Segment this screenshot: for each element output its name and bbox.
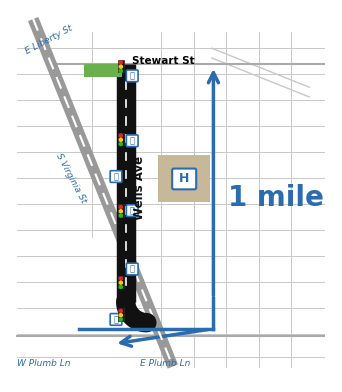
FancyBboxPatch shape [110,171,122,182]
Bar [118,276,124,288]
Bar [118,205,124,217]
Circle shape [119,309,122,312]
Text: Wells Ave: Wells Ave [133,156,146,220]
Text: S Virginia St: S Virginia St [54,152,88,205]
Text: Ⓑ: Ⓑ [130,265,135,274]
Text: Ⓑ: Ⓑ [114,172,118,181]
Text: Ⓑ: Ⓑ [130,206,135,215]
FancyBboxPatch shape [127,205,138,216]
FancyBboxPatch shape [127,263,138,275]
Text: Ⓑ: Ⓑ [114,315,118,324]
Text: E Liberty St: E Liberty St [24,24,74,56]
Circle shape [119,138,122,142]
Circle shape [119,314,122,317]
Circle shape [119,69,122,73]
Bar [118,309,124,321]
Circle shape [119,214,122,217]
Text: 1 mile: 1 mile [228,183,324,212]
FancyBboxPatch shape [127,135,138,147]
Bar [83,64,122,78]
FancyBboxPatch shape [110,314,122,325]
FancyBboxPatch shape [127,70,138,82]
Text: Ⓑ: Ⓑ [130,71,135,80]
Circle shape [119,134,122,137]
Bar [118,60,124,72]
Text: H: H [179,172,189,185]
Circle shape [119,210,122,213]
Text: W Plumb Ln: W Plumb Ln [17,359,70,368]
Text: Ⓑ: Ⓑ [130,136,135,145]
Text: Stewart St: Stewart St [132,56,195,65]
Circle shape [119,65,122,68]
Circle shape [119,277,122,280]
Circle shape [119,142,122,145]
Bar [158,155,210,203]
Circle shape [119,281,122,284]
Circle shape [119,61,122,64]
FancyBboxPatch shape [172,169,196,189]
Circle shape [119,205,122,209]
Text: E Plumb Ln: E Plumb Ln [140,359,191,368]
Bar [118,133,124,145]
Circle shape [119,318,122,321]
Circle shape [119,285,122,289]
